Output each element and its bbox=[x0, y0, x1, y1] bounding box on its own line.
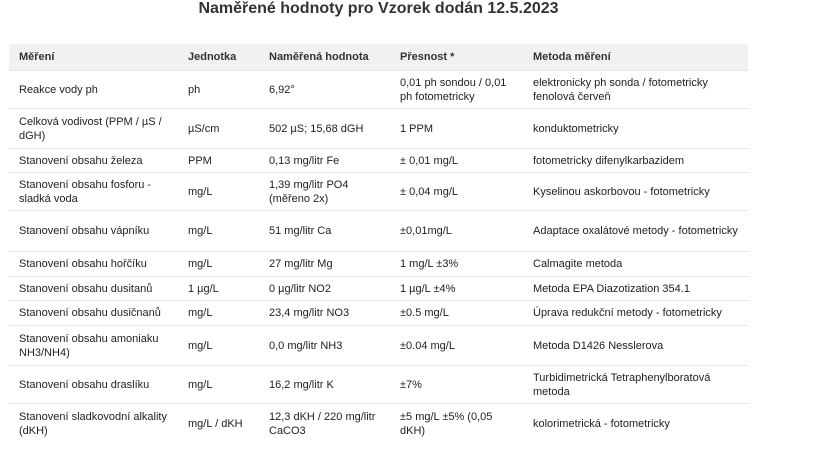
table-cell: ±0.04 mg/L bbox=[390, 325, 523, 366]
table-cell: 6,92° bbox=[259, 70, 390, 109]
table-cell: Metoda EPA Diazotization 354.1 bbox=[523, 276, 748, 301]
table-row: Stanovení obsahu dusičnanů mg/L 23,4 mg/li… bbox=[9, 300, 748, 326]
table-cell: 23,4 mg/litr NO3 bbox=[259, 300, 390, 326]
table-cell: 0,01 ph sondou / 0,01 ph fotometricky bbox=[390, 70, 523, 109]
table-cell: Reakce vody ph bbox=[9, 70, 178, 109]
table-cell: mg/L bbox=[178, 172, 259, 211]
table-row: Reakce vody ph ph 6,92° 0,01 ph sondou / 0,… bbox=[9, 70, 748, 109]
table-cell: 1,39 mg/litr PO4 (měřeno 2x) bbox=[259, 172, 390, 211]
column-header: Přesnost * bbox=[390, 44, 523, 71]
table-cell: mg/L bbox=[178, 300, 259, 326]
table-cell: mg/L bbox=[178, 210, 259, 252]
table-cell: 12,3 dKH / 220 mg/litr CaCO3 bbox=[259, 403, 390, 444]
table-cell: Stanovení obsahu dusičnanů bbox=[9, 300, 178, 326]
table-cell: ph bbox=[178, 70, 259, 109]
table-cell: 1 µg/L ±4% bbox=[390, 276, 523, 301]
table-cell: Stanovení obsahu draslíku bbox=[9, 365, 178, 404]
table: Měření Jednotka Naměřená hodnota Přesnost *… bbox=[9, 44, 748, 444]
table-row: Stanovení obsahu draslíku mg/L 16,2 mg/lit… bbox=[9, 365, 748, 404]
table-row: Stanovení obsahu amoniaku NH3/NH4) mg/L 0,… bbox=[9, 325, 748, 366]
table-cell: kolorimetrická - fotometricky bbox=[523, 403, 748, 444]
table-row: Stanovení obsahu fosforu - sladká voda mg… bbox=[9, 172, 748, 211]
table-cell: mg/L bbox=[178, 325, 259, 366]
table-cell: ± 0,01 mg/L bbox=[390, 148, 523, 173]
table-row: Stanovení obsahu dusitanů 1 µg/L 0 µg/litr… bbox=[9, 276, 748, 301]
table-cell: 0,13 mg/litr Fe bbox=[259, 148, 390, 173]
table-cell: ±0,01mg/L bbox=[390, 210, 523, 252]
table-cell: Stanovení obsahu železa bbox=[9, 148, 178, 173]
table-cell: µS/cm bbox=[178, 108, 259, 149]
table-cell: Stanovení sladkovodní alkality (dKH) bbox=[9, 403, 178, 444]
column-header: Jednotka bbox=[178, 44, 259, 71]
table-cell: mg/L bbox=[178, 365, 259, 404]
table-cell: Calmagite metoda bbox=[523, 251, 748, 277]
title: Naměřené hodnoty pro Vzorek dodán 12.5.2… bbox=[198, 0, 559, 17]
table-cell: 502 µS; 15,68 dGH bbox=[259, 108, 390, 149]
table-cell: ± 0,04 mg/L bbox=[390, 172, 523, 211]
table-cell: Úprava redukční metody - fotometricky bbox=[523, 300, 748, 326]
table-cell: ±0.5 mg/L bbox=[390, 300, 523, 326]
table-cell: 16,2 mg/litr K bbox=[259, 365, 390, 404]
table-cell: fotometricky difenylkarbazidem bbox=[523, 148, 748, 173]
table-row: Stanovení obsahu hořčíku mg/L 27 mg/litr M… bbox=[9, 251, 748, 277]
table-cell: Adaptace oxalátové metody - fotometricky bbox=[523, 210, 748, 252]
table-cell: Stanovení obsahu fosforu - sladká voda bbox=[9, 172, 178, 211]
table-cell: 1 µg/L bbox=[178, 276, 259, 301]
table-row: Celková vodivost (PPM / µS / dGH) µS/cm 50… bbox=[9, 108, 748, 149]
column-header: Měření bbox=[9, 44, 178, 71]
table-cell: elektronicky ph sonda / fotometricky fen… bbox=[523, 70, 748, 109]
table-cell: Metoda D1426 Nesslerova bbox=[523, 325, 748, 366]
table-cell: 0,0 mg/litr NH3 bbox=[259, 325, 390, 366]
table-cell: Celková vodivost (PPM / µS / dGH) bbox=[9, 108, 178, 149]
table-cell: ±7% bbox=[390, 365, 523, 404]
table-cell: Stanovení obsahu hořčíku bbox=[9, 251, 178, 277]
table-cell: 1 PPM bbox=[390, 108, 523, 149]
table-row: Stanovení sladkovodní alkality (dKH) mg/L… bbox=[9, 403, 748, 444]
table-cell: Stanovení obsahu dusitanů bbox=[9, 276, 178, 301]
table-cell: Kyselinou askorbovou - fotometricky bbox=[523, 172, 748, 211]
table-cell: mg/L bbox=[178, 251, 259, 277]
table-cell: mg/L / dKH bbox=[178, 403, 259, 444]
table-cell: PPM bbox=[178, 148, 259, 173]
column-header: Naměřená hodnota bbox=[259, 44, 390, 71]
table-row: Stanovení obsahu železa PPM 0,13 mg/litr F… bbox=[9, 148, 748, 173]
table-cell: ±5 mg/L ±5% (0,05 dKH) bbox=[390, 403, 523, 444]
table-cell: 51 mg/litr Ca bbox=[259, 210, 390, 252]
table-cell: Stanovení obsahu amoniaku NH3/NH4) bbox=[9, 325, 178, 366]
table-row: Stanovení obsahu vápníku mg/L 51 mg/litr C… bbox=[9, 210, 748, 252]
table-cell: 27 mg/litr Mg bbox=[259, 251, 390, 277]
table-cell: Stanovení obsahu vápníku bbox=[9, 210, 178, 252]
column-header: Metoda měření bbox=[523, 44, 748, 71]
header-row: Měření Jednotka Naměřená hodnota Přesnost *… bbox=[9, 44, 748, 71]
table-cell: Turbidimetrická Tetraphenylboratová meto… bbox=[523, 365, 748, 404]
table-cell: 1 mg/L ±3% bbox=[390, 251, 523, 277]
table-cell: 0 µg/litr NO2 bbox=[259, 276, 390, 301]
table-cell: konduktometricky bbox=[523, 108, 748, 149]
